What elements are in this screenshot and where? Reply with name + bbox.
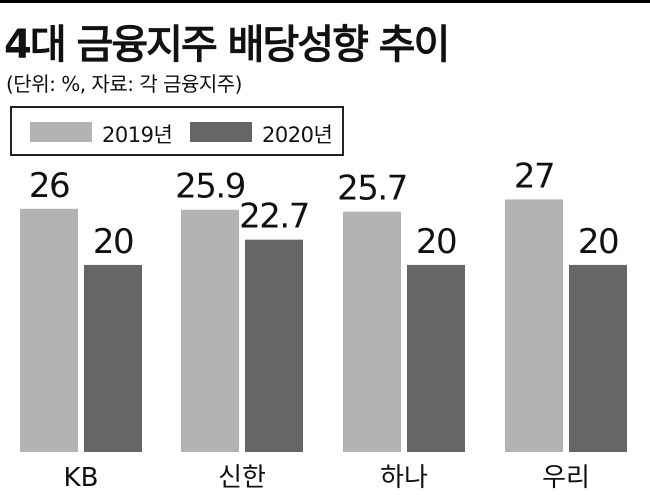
bar-2019-0 xyxy=(20,208,78,452)
top-rule xyxy=(0,0,650,3)
legend-swatch-2020 xyxy=(190,122,252,142)
chart-subtitle: (단위: %, 자료: 각 금융지주) xyxy=(6,72,242,96)
bar-2020-3 xyxy=(569,264,627,452)
value-label-2020-0: 20 xyxy=(93,222,133,262)
value-label-2019-1: 25.9 xyxy=(175,167,245,207)
bar-2019-2 xyxy=(343,211,401,452)
category-label-2: 하나 xyxy=(380,463,428,493)
category-label-1: 신한 xyxy=(218,463,266,493)
chart-title: 4대 금융지주 배당성향 추이 xyxy=(4,22,450,68)
bar-2020-2 xyxy=(407,264,465,452)
category-label-3: 우리 xyxy=(542,463,590,493)
bar-2019-3 xyxy=(505,199,563,452)
legend: 2019년 2020년 xyxy=(10,106,344,156)
value-label-2020-3: 20 xyxy=(578,222,618,262)
category-label-0: KB xyxy=(64,463,99,493)
bar-2019-1 xyxy=(181,209,239,452)
legend-label-2019: 2019년 xyxy=(102,123,173,147)
bar-2020-1 xyxy=(245,239,303,452)
value-label-2020-2: 20 xyxy=(416,222,456,262)
value-label-2019-0: 26 xyxy=(29,166,69,206)
value-label-2020-1: 22.7 xyxy=(239,197,309,237)
value-label-2019-3: 27 xyxy=(514,156,554,196)
bar-2020-0 xyxy=(84,264,142,452)
value-label-2019-2: 25.7 xyxy=(337,169,407,209)
legend-label-2020: 2020년 xyxy=(262,123,333,147)
legend-swatch-2019 xyxy=(30,122,92,142)
